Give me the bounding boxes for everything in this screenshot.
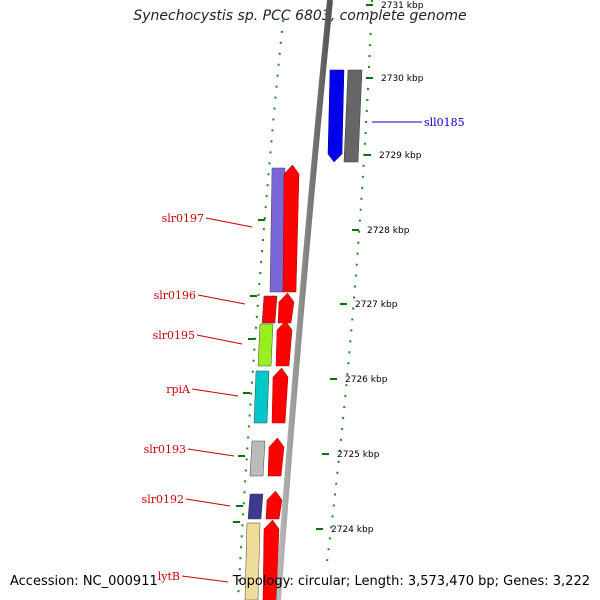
label-connector	[196, 334, 243, 345]
inner-dotted-track	[237, 19, 284, 600]
label-connector	[205, 217, 253, 228]
gene-label[interactable]: sll0185	[424, 116, 465, 129]
gene-cds-feature[interactable]	[267, 437, 285, 477]
topology-text: Topology: circular; Length: 3,573,470 bp…	[232, 574, 590, 589]
gene-slr0192[interactable]	[247, 490, 283, 520]
gene-cds-feature[interactable]	[275, 320, 293, 367]
gene-label[interactable]: slr0196	[154, 289, 196, 302]
gene-cds-feature[interactable]	[265, 490, 283, 520]
gene-label[interactable]: lytB	[158, 570, 180, 583]
gene-cds-feature[interactable]	[277, 292, 295, 324]
gene-rpiA[interactable]	[253, 367, 289, 424]
tick-label: 2731 kbp	[381, 1, 424, 11]
label-connector	[181, 575, 229, 583]
gene-cds-feature[interactable]	[343, 69, 363, 163]
tick-label: 2728 kbp	[367, 226, 410, 236]
gene-cds-feature[interactable]	[282, 164, 300, 293]
tick-label: 2726 kbp	[345, 375, 388, 385]
accession-text: Accession: NC_000911	[10, 574, 158, 589]
tick-label: 2730 kbp	[381, 74, 424, 84]
gene-sll0185[interactable]	[327, 69, 363, 163]
gene-lytB[interactable]	[244, 519, 280, 600]
tick-label: 2729 kbp	[379, 151, 422, 161]
gene-feature[interactable]	[327, 69, 345, 163]
gene-cds-feature[interactable]	[271, 367, 289, 424]
gene-slr0193[interactable]	[249, 437, 285, 477]
label-connector	[185, 498, 231, 507]
tick-label: 2724 kbp	[331, 525, 374, 535]
label-connector	[197, 294, 246, 305]
gene-feature[interactable]	[249, 440, 266, 477]
genome-backbone	[275, 0, 333, 600]
gene-slr0197[interactable]	[269, 164, 300, 293]
genome-title: Synechocystis sp. PCC 6803, complete gen…	[133, 8, 467, 24]
label-connector	[191, 388, 239, 397]
gene-feature[interactable]	[253, 370, 270, 424]
outer-dotted-track	[325, 0, 373, 571]
gene-label[interactable]: slr0193	[144, 443, 186, 456]
gene-cds-feature[interactable]	[262, 519, 280, 600]
tick-label: 2727 kbp	[355, 300, 398, 310]
gene-feature[interactable]	[269, 167, 286, 293]
gene-label[interactable]: slr0195	[153, 329, 195, 342]
gene-label[interactable]: slr0197	[162, 212, 204, 225]
gene-slr0195[interactable]	[257, 320, 293, 367]
gene-label[interactable]: slr0192	[142, 493, 184, 506]
gene-slr0196[interactable]	[261, 292, 295, 324]
label-connector	[187, 448, 235, 457]
gene-feature[interactable]	[261, 295, 278, 324]
gene-feature[interactable]	[257, 323, 274, 367]
gene-label[interactable]: rpiA	[166, 383, 191, 396]
gene-feature[interactable]	[247, 493, 264, 520]
tick-label: 2725 kbp	[337, 450, 380, 460]
gene-feature[interactable]	[244, 522, 261, 600]
